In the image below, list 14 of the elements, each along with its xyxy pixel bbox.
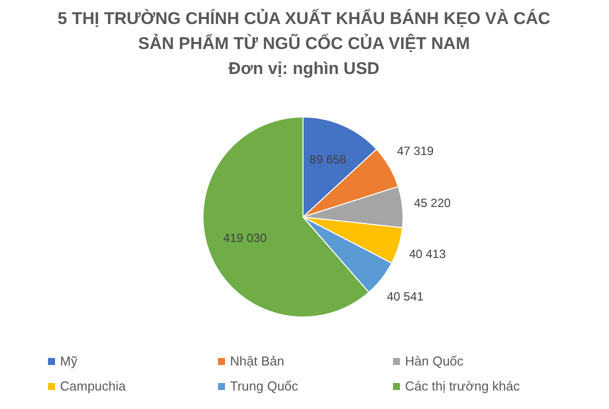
data-label: 47 319 [397,144,434,158]
legend-label: Nhật Bản [230,353,284,368]
data-label: 45 220 [414,196,452,210]
data-label: 89 658 [310,152,347,166]
data-label: 40 541 [386,290,424,304]
chart-subtitle: Đơn vị: nghìn USD [228,59,380,78]
legend-label: Campuchia [60,378,127,394]
chart-title: 5 THỊ TRƯỜNG CHÍNH CỦA XUẤT KHẨU BÁNH KẸO VÀ CÁC SẢN PHẨM TỪ NGŨ CỐC CỦA VIỆT NAM [58,8,550,53]
data-label: 419 030 [223,230,267,245]
legend-label: Mỹ [60,353,78,368]
data-label: 40 413 [409,246,446,261]
legend-label: Trung Quốc [230,378,299,394]
legend-label: Hàn Quốc [405,353,464,368]
legend-label: Các thị trường khác [405,378,520,394]
